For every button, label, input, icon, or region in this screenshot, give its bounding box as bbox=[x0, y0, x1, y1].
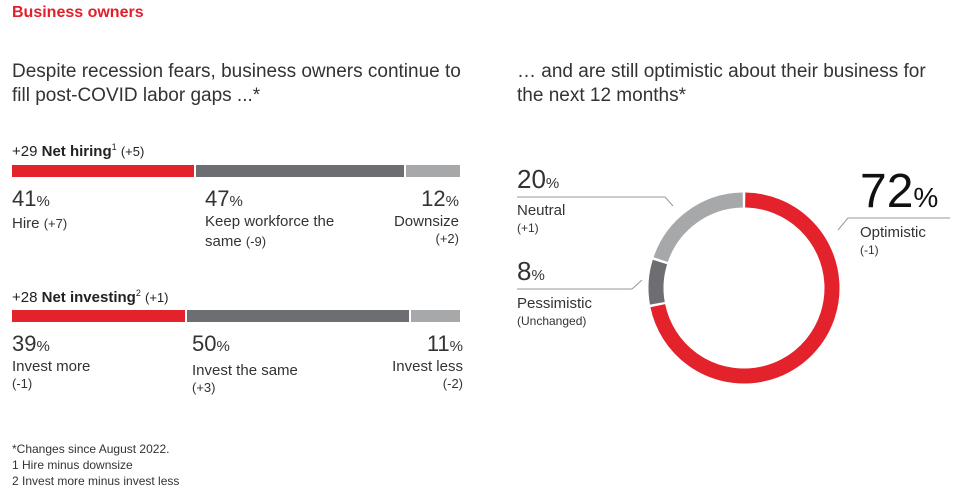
footnote-changes: *Changes since August 2022. bbox=[12, 442, 170, 456]
optimistic-pct: 72% bbox=[860, 165, 939, 218]
downsize-pct: 12% bbox=[421, 186, 459, 211]
pessimistic-leader-line bbox=[517, 279, 643, 290]
invest-same-pct: 50% bbox=[192, 331, 230, 356]
footnote-ref: 1 bbox=[111, 142, 117, 152]
donut-slice-neutral bbox=[653, 192, 744, 263]
left-heading: Despite recession fears, business owners… bbox=[12, 61, 461, 106]
net-hiring-label: Net hiring bbox=[41, 143, 112, 160]
net-investing-title: +28 Net investing2 (+1) bbox=[12, 288, 168, 306]
neutral-pct: 20% bbox=[517, 164, 560, 194]
footnote-2: 2 Invest more minus invest less bbox=[12, 474, 180, 488]
invest-less-label: Invest less (-2) bbox=[392, 358, 463, 391]
net-hiring-bar bbox=[12, 165, 460, 177]
net-investing-change: (+1) bbox=[145, 290, 169, 305]
right-heading: … and are still optimistic about their b… bbox=[517, 61, 926, 106]
bar-segment-invest-more bbox=[12, 310, 185, 322]
optimistic-label: Optimistic (-1) bbox=[860, 224, 926, 257]
net-investing-value: +28 bbox=[12, 289, 38, 306]
donut-slice-optimistic bbox=[650, 192, 840, 384]
section-title: Business owners bbox=[12, 4, 144, 21]
net-investing-label: Net investing bbox=[41, 289, 136, 306]
invest-same-label: Invest the same (+3) bbox=[192, 362, 298, 395]
bar-segment-hire bbox=[12, 165, 194, 177]
net-hiring-change: (+5) bbox=[120, 144, 145, 159]
footnotes: *Changes since August 2022. 1 Hire minus… bbox=[12, 441, 179, 489]
bar-segment-downsize bbox=[406, 165, 460, 177]
hire-label: Hire (+7) bbox=[12, 215, 68, 232]
bar-segment-invest-less bbox=[410, 310, 460, 322]
footnote-1: 1 Hire minus downsize bbox=[12, 458, 133, 472]
hire-pct: 41% bbox=[12, 186, 50, 211]
donut-slice-pessimistic bbox=[648, 259, 668, 305]
invest-more-label: Invest more (-1) bbox=[12, 358, 91, 391]
invest-less-pct: 11% bbox=[426, 331, 463, 356]
bar-segment-invest-the-same bbox=[186, 310, 409, 322]
pessimistic-pct: 8% bbox=[517, 256, 545, 286]
keep-pct: 47% bbox=[205, 186, 243, 211]
neutral-leader-line bbox=[517, 196, 674, 207]
net-hiring-title: +29 Net hiring1 (+5) bbox=[12, 142, 144, 160]
neutral-label: Neutral (+1) bbox=[517, 202, 566, 235]
downsize-label: Downsize (+2) bbox=[393, 213, 459, 246]
keep-label: Keep workforce the same (-9) bbox=[205, 213, 335, 250]
net-investing-bar bbox=[12, 310, 460, 322]
optimistic-leader-line bbox=[837, 217, 950, 231]
net-hiring-value: +29 bbox=[12, 143, 38, 160]
footnote-ref: 2 bbox=[135, 288, 141, 298]
invest-more-pct: 39% bbox=[12, 331, 50, 356]
pessimistic-label: Pessimistic (Unchanged) bbox=[517, 295, 593, 328]
bar-segment-keep-workforce-the-same bbox=[195, 165, 405, 177]
